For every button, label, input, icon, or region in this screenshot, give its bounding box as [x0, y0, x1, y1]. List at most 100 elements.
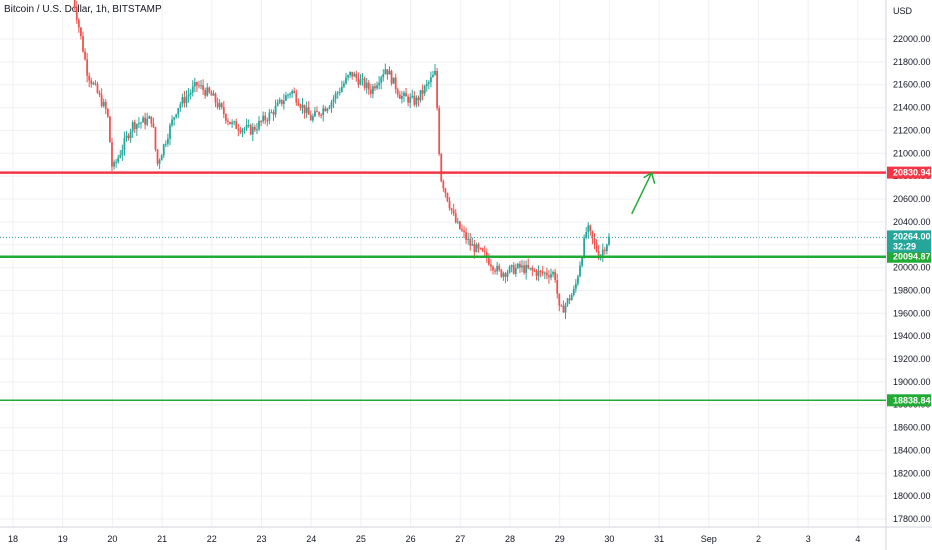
candle-body	[407, 96, 410, 103]
y-tick-label: 21000.00	[893, 148, 931, 158]
candle-body	[512, 265, 515, 274]
candle-body	[303, 104, 306, 113]
candle-body	[401, 95, 403, 99]
candle-body	[227, 120, 229, 122]
candle-body	[490, 264, 492, 267]
candle-body	[539, 270, 542, 272]
candle-body	[231, 122, 233, 125]
candle-body	[322, 108, 325, 115]
candle-body	[483, 251, 486, 253]
candle-body	[523, 265, 525, 273]
candle-body	[566, 298, 569, 305]
candle-body	[102, 101, 105, 106]
candle-body	[577, 276, 579, 284]
candle-body	[409, 97, 412, 103]
candle-body	[585, 232, 588, 238]
y-tick-label: 18200.00	[893, 468, 931, 478]
candle-body	[347, 75, 349, 78]
level-badge-label: 20094.87	[893, 252, 931, 262]
candle-body	[73, 0, 76, 8]
candle-body	[198, 85, 200, 87]
candle-body	[229, 121, 231, 125]
x-tick-label: 19	[58, 534, 68, 544]
candle-body	[434, 70, 436, 75]
candle-body	[301, 104, 304, 108]
candle-body	[160, 155, 163, 161]
candle-body	[510, 265, 513, 267]
candle-body	[374, 86, 376, 89]
candle-body	[233, 121, 236, 123]
current-price-badge	[887, 230, 931, 253]
candle-body	[500, 269, 503, 277]
candle-body	[326, 108, 329, 112]
candle-body	[345, 77, 347, 84]
candle-body	[564, 304, 567, 313]
candle-body	[463, 230, 465, 233]
candle-body	[235, 121, 238, 129]
y-tick-label: 21800.00	[893, 57, 931, 67]
candle-body	[247, 125, 250, 127]
candle-body	[390, 70, 393, 84]
candle-body	[340, 86, 343, 92]
candle-body	[608, 236, 610, 245]
candle-body	[432, 74, 434, 78]
candle-body	[152, 123, 155, 128]
candle-body	[361, 78, 364, 80]
candle-body	[450, 208, 453, 211]
candle-body	[568, 298, 571, 301]
candle-body	[456, 221, 459, 223]
candle-body	[123, 137, 126, 150]
x-tick-label: 22	[207, 534, 217, 544]
candle-body	[189, 92, 192, 95]
y-tick-label: 20600.00	[893, 194, 931, 204]
level-badge-label: 18838.84	[893, 395, 931, 405]
candle-body	[253, 127, 256, 130]
candle-body	[278, 99, 281, 103]
candle-body	[282, 100, 285, 105]
candle-body	[181, 97, 184, 105]
x-tick-label: 18	[8, 534, 18, 544]
candle-body	[471, 244, 474, 246]
chart-title: Bitcoin / U.S. Dollar, 1h, BITSTAMP	[4, 4, 162, 15]
candle-body	[169, 125, 171, 139]
candle-body	[353, 73, 356, 77]
candle-body	[131, 122, 134, 132]
projection-arrow[interactable]	[631, 172, 653, 215]
candle-body	[583, 237, 586, 258]
candle-body	[299, 105, 302, 108]
candle-body	[175, 114, 178, 118]
candle-body	[135, 124, 138, 130]
candle-body	[537, 270, 540, 277]
candle-body	[270, 112, 273, 114]
candle-body	[106, 108, 109, 117]
candle-body	[581, 257, 583, 266]
candle-body	[384, 69, 387, 75]
candle-body	[481, 248, 484, 252]
candle-body	[525, 264, 528, 273]
candle-body	[334, 93, 337, 99]
candle-body	[479, 248, 482, 250]
candle-body	[115, 161, 118, 163]
candle-body	[440, 154, 443, 182]
countdown-label: 32:29	[893, 241, 916, 251]
candle-body	[289, 93, 291, 95]
candle-body	[249, 125, 252, 135]
y-tick-label: 18000.00	[893, 491, 931, 501]
candle-body	[256, 129, 258, 131]
candle-body	[454, 213, 457, 223]
candle-body	[142, 117, 144, 123]
candle-body	[320, 114, 323, 116]
candle-body	[92, 83, 95, 85]
candle-body	[146, 118, 149, 125]
candle-body	[121, 149, 124, 156]
candle-body	[550, 274, 552, 278]
candle-body	[398, 94, 401, 99]
candle-body	[502, 273, 505, 277]
candle-body	[260, 121, 262, 123]
candle-body	[363, 78, 366, 88]
current-price-label: 20264.00	[893, 231, 931, 241]
candle-body	[427, 82, 430, 84]
candle-body	[148, 116, 151, 119]
candle-body	[239, 130, 242, 133]
